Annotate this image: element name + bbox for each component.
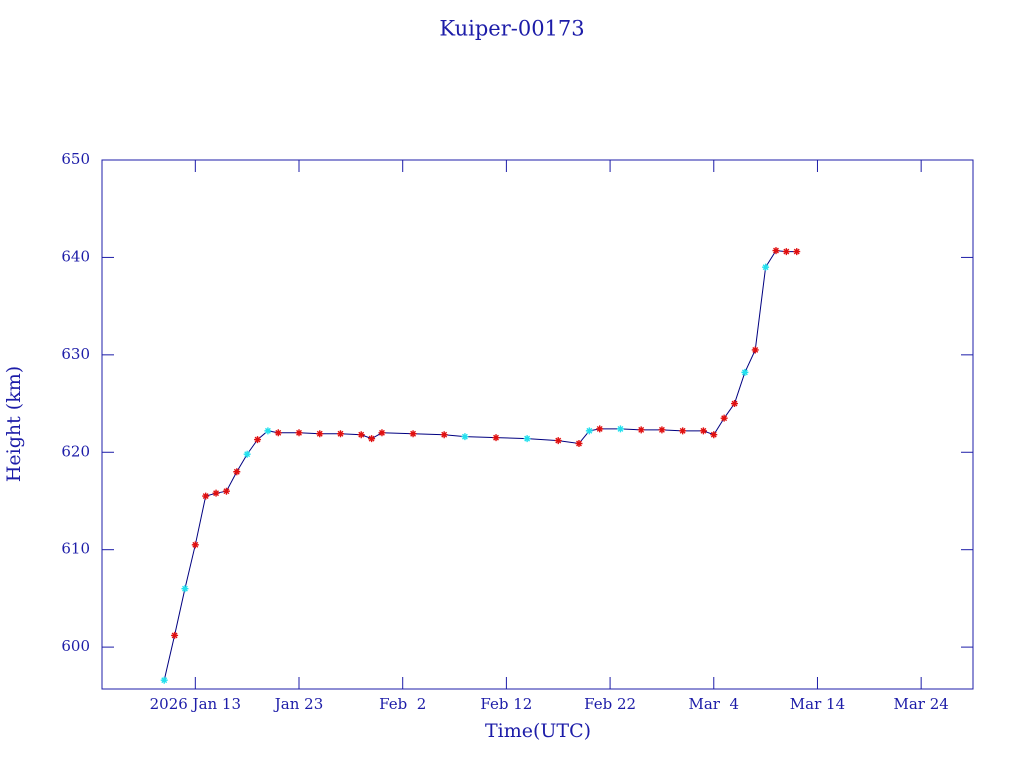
- y-tick-label: 630: [61, 345, 90, 363]
- data-marker: [710, 431, 718, 439]
- x-tick-label: Feb 12: [480, 695, 532, 713]
- y-tick-label: 610: [61, 540, 90, 558]
- y-tick-label: 640: [61, 247, 90, 265]
- data-marker: [243, 450, 251, 458]
- data-marker: [336, 430, 344, 438]
- data-marker: [658, 426, 666, 434]
- data-marker: [274, 429, 282, 437]
- data-marker: [264, 427, 272, 435]
- data-marker: [699, 427, 707, 435]
- data-marker: [222, 487, 230, 495]
- data-marker: [741, 368, 749, 376]
- data-marker: [637, 426, 645, 434]
- data-marker: [440, 431, 448, 439]
- data-marker: [596, 425, 604, 433]
- data-marker: [554, 437, 562, 445]
- data-marker: [616, 425, 624, 433]
- data-marker: [191, 541, 199, 549]
- data-marker: [731, 400, 739, 408]
- x-tick-label: Feb 22: [584, 695, 636, 713]
- y-tick-label: 650: [61, 150, 90, 168]
- data-marker: [461, 433, 469, 441]
- x-axis-label: Time(UTC): [485, 720, 591, 742]
- data-marker: [368, 435, 376, 443]
- x-tick-label: Mar 14: [790, 695, 845, 713]
- data-marker: [523, 435, 531, 443]
- x-tick-label: 2026 Jan 13: [150, 695, 241, 713]
- plot-frame: [101, 159, 974, 690]
- data-marker: [316, 430, 324, 438]
- data-marker: [254, 436, 262, 444]
- data-marker: [357, 431, 365, 439]
- data-marker: [202, 492, 210, 500]
- data-marker: [751, 346, 759, 354]
- data-line: [163, 250, 797, 681]
- data-marker: [233, 468, 241, 476]
- data-marker: [212, 489, 220, 497]
- data-marker: [772, 247, 780, 255]
- data-marker: [181, 585, 189, 593]
- x-tick-label: Jan 23: [273, 695, 323, 713]
- data-marker: [575, 439, 583, 447]
- y-tick-label: 620: [61, 442, 90, 460]
- data-marker: [793, 248, 801, 256]
- data-marker: [160, 676, 168, 684]
- data-marker: [378, 429, 386, 437]
- data-marker: [585, 427, 593, 435]
- data-marker: [409, 430, 417, 438]
- y-tick-label: 600: [61, 637, 90, 655]
- data-marker: [679, 427, 687, 435]
- data-marker: [782, 248, 790, 256]
- y-axis-label: Height (km): [3, 366, 25, 482]
- x-tick-label: Mar 4: [688, 695, 739, 713]
- data-marker: [171, 631, 179, 639]
- x-tick-label: Mar 24: [893, 695, 948, 713]
- chart-title: Kuiper-00173: [439, 17, 584, 41]
- data-marker: [492, 434, 500, 442]
- data-marker: [762, 263, 770, 271]
- x-tick-label: Feb 2: [379, 695, 426, 713]
- data-marker: [720, 414, 728, 422]
- data-marker: [295, 429, 303, 437]
